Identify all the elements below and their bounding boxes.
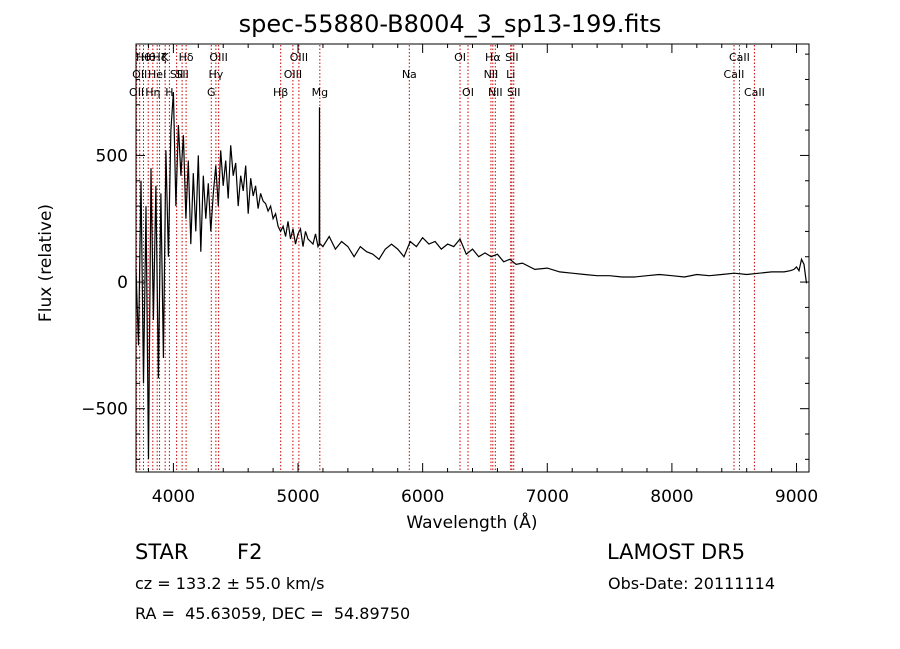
line-marker-label-12: G xyxy=(207,86,216,99)
spectrum-series xyxy=(135,92,808,460)
object-class: STAR xyxy=(135,540,189,564)
line-marker-label-23: Hα xyxy=(485,51,501,64)
coordinates-readout: RA = 45.63059, DEC = 54.89750 xyxy=(135,604,411,623)
line-marker-label-17: OIII xyxy=(290,51,308,64)
line-marker-label-22: NII xyxy=(484,68,499,81)
observation-date: Obs-Date: 20111114 xyxy=(608,574,776,593)
line-marker-label-30: CaII xyxy=(744,86,765,99)
line-marker-label-6: Hζ xyxy=(152,51,166,64)
line-marker-label-18: Mg xyxy=(312,86,328,99)
x-tick-label: 9000 xyxy=(775,487,818,507)
x-tick-label: 7000 xyxy=(526,487,569,507)
y-tick-label: −500 xyxy=(81,400,128,420)
line-marker-label-16: OIII xyxy=(284,68,302,81)
line-marker-label-11: Hδ xyxy=(179,51,194,64)
plot-frame xyxy=(135,43,810,473)
y-tick-label: 500 xyxy=(96,146,128,166)
x-tick-label: 4000 xyxy=(152,487,195,507)
line-marker-label-8: H xyxy=(165,86,173,99)
line-marker-label-25: Li xyxy=(506,68,515,81)
x-axis-label: Wavelength (Å) xyxy=(406,511,537,533)
line-markers xyxy=(136,45,755,471)
line-marker-label-14: OIII xyxy=(209,51,227,64)
line-marker-label-10: SII xyxy=(175,68,188,81)
spectrum-line-0 xyxy=(135,92,808,460)
chart-title: spec-55880-B8004_3_sp13-199.fits xyxy=(238,10,662,38)
line-marker-label-7: K xyxy=(162,51,170,64)
line-marker-label-15: Hβ xyxy=(273,86,288,99)
y-axis-ticks: −500 0 500 xyxy=(81,53,809,460)
y-tick-label: 0 xyxy=(117,273,128,293)
line-marker-label-27: SII xyxy=(507,86,520,99)
x-tick-label: 5000 xyxy=(276,487,319,507)
line-marker-label-4: Hη xyxy=(145,86,160,99)
line-marker-label-3: Hθ xyxy=(141,51,156,64)
line-marker-label-29: CaII xyxy=(729,51,750,64)
line-marker-label-20: OI xyxy=(454,51,466,64)
line-marker-label-26: SII xyxy=(505,51,518,64)
line-marker-label-5: HeI xyxy=(148,68,166,81)
line-marker-label-13: Hγ xyxy=(208,68,223,81)
survey-name: LAMOST DR5 xyxy=(607,540,746,564)
object-subclass: F2 xyxy=(237,540,263,564)
x-axis-ticks: 4000 5000 6000 7000 8000 9000 xyxy=(147,44,818,507)
line-marker-label-0: OII xyxy=(129,86,144,99)
line-marker-labels: OIIOIIHθHθHηHeIHζKHSIISIIHδGHγOIIIHβOIII… xyxy=(129,51,765,99)
redshift-readout: cz = 133.2 ± 55.0 km/s xyxy=(135,574,325,593)
x-tick-label: 8000 xyxy=(650,487,693,507)
x-tick-label: 6000 xyxy=(401,487,444,507)
line-marker-label-21: OI xyxy=(462,86,474,99)
y-axis-label: Flux (relative) xyxy=(36,204,56,322)
line-marker-label-19: Na xyxy=(402,68,417,81)
line-marker-label-28: CaII xyxy=(724,68,745,81)
line-marker-label-24: NII xyxy=(488,86,503,99)
line-marker-label-9: SII xyxy=(170,68,183,81)
